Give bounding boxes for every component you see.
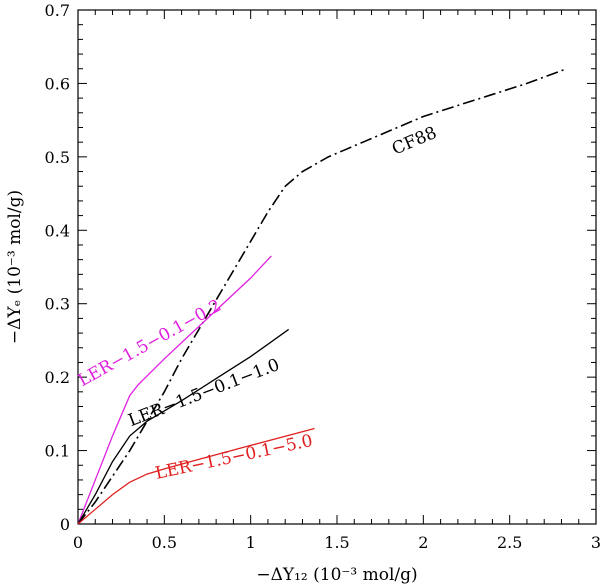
- x-tick-label: 0.5: [152, 533, 177, 552]
- series-line-2: [77, 328, 290, 525]
- y-tick-label: 0.1: [45, 442, 70, 461]
- y-tick-label: 0.4: [45, 221, 70, 240]
- annotation-layer: CF88LER−1.5−0.1−0.2LER−1.5−0.1−1.0LER−1.…: [75, 123, 440, 484]
- x-tick-label: 2.5: [497, 533, 522, 552]
- y-axis-label: −ΔYₑ (10⁻³ mol/g): [5, 190, 25, 344]
- x-tick-label: 3: [591, 533, 600, 552]
- y-tick-label: 0: [60, 515, 70, 534]
- x-tick-label: 0: [73, 533, 83, 552]
- axis-ticks: 0 0.5 1 1.5 2 2.5 3 0 0.1 0.2 0.3 0.4 0.5 0.6 0.7: [45, 1, 600, 552]
- x-tick-label: 1: [246, 533, 256, 552]
- series-annotation-2: LER−1.5−0.1−1.0: [126, 355, 283, 431]
- series-layer: [77, 67, 567, 525]
- y-tick-label: 0.2: [45, 368, 70, 387]
- y-tick-label: 0.6: [45, 74, 70, 93]
- y-tick-label: 0.7: [45, 1, 70, 20]
- series-line-0: [77, 67, 567, 525]
- x-tick-label: 2: [418, 533, 428, 552]
- y-tick-label: 0.3: [45, 295, 70, 314]
- y-tick-label: 0.5: [45, 148, 70, 167]
- x-tick-label: 1.5: [324, 533, 349, 552]
- x-axis-label: −ΔY₁₂ (10⁻³ mol/g): [256, 565, 417, 585]
- series-annotation-1: LER−1.5−0.1−0.2: [75, 296, 225, 391]
- series-line-3: [77, 427, 315, 525]
- plot-frame: [77, 9, 597, 525]
- series-annotation-3: LER−1.5−0.1−5.0: [154, 431, 315, 484]
- series-line-1: [77, 255, 272, 525]
